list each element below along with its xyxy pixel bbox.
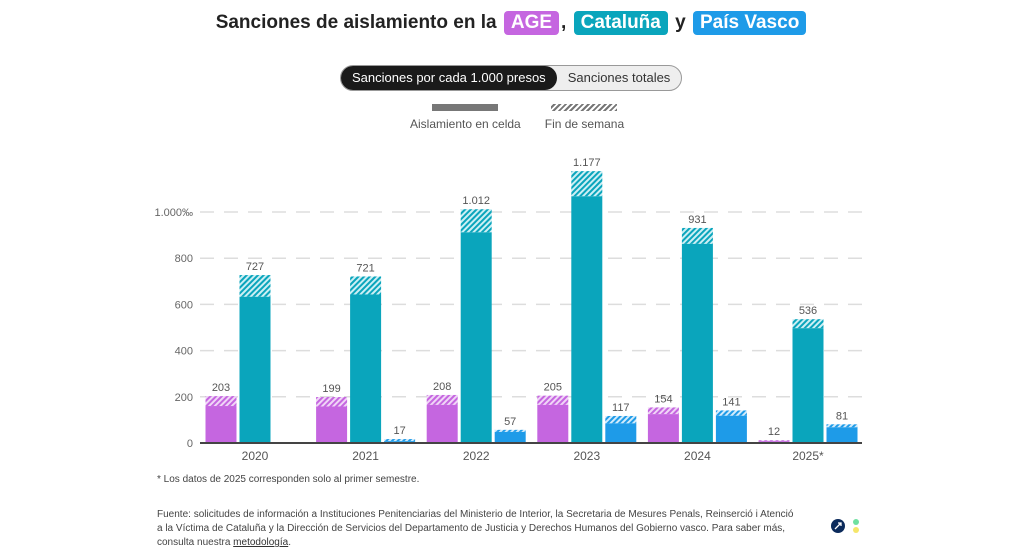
x-tick-label: 2023 [573, 449, 600, 463]
bar-weekend-País Vasco [494, 429, 526, 432]
legend-solid-swatch [432, 104, 499, 111]
data-label: 117 [612, 402, 630, 414]
bar-weekend-País Vasco [384, 439, 416, 442]
source-end: . [288, 537, 291, 548]
bar-cell-AGE [537, 404, 569, 443]
data-label: 205 [544, 382, 562, 394]
bar-cell-Cataluña [460, 232, 492, 443]
tag-age: AGE [503, 11, 560, 35]
bar-weekend-Cataluña [792, 319, 824, 329]
chart-title: Sanciones de aislamiento en la AGE, Cata… [0, 11, 1024, 35]
bar-weekend-País Vasco [826, 424, 858, 428]
x-tick-label: 2024 [684, 449, 711, 463]
bar-cell-AGE [316, 406, 348, 443]
y-tick-label: 1.000‰ [154, 207, 193, 219]
bar-weekend-Cataluña [239, 275, 271, 297]
bar-weekend-Cataluña [350, 276, 382, 295]
bar-cell-País Vasco [715, 415, 747, 443]
data-label: 203 [212, 382, 230, 394]
title-and: y [675, 12, 686, 33]
y-tick-label: 600 [175, 299, 193, 311]
bar-weekend-País Vasco [715, 410, 747, 416]
x-tick-label: 2021 [352, 449, 379, 463]
legend: Aislamiento en celda Fin de semana [410, 104, 624, 131]
data-label: 141 [722, 396, 740, 408]
bar-cell-País Vasco [494, 431, 526, 443]
methodology-link[interactable]: metodología [233, 537, 289, 548]
x-tick-label: 2025* [792, 449, 824, 463]
legend-solid: Aislamiento en celda [410, 104, 521, 131]
bar-weekend-País Vasco [605, 415, 637, 424]
bar-cell-AGE [647, 414, 679, 443]
y-tick-label: 400 [175, 346, 193, 358]
legend-hatched: Fin de semana [545, 104, 624, 131]
bar-weekend-AGE [316, 397, 348, 407]
bar-weekend-Cataluña [681, 227, 713, 244]
source-body: Fuente: solicitudes de información a Ins… [157, 509, 794, 548]
bar-weekend-Cataluña [571, 171, 603, 197]
data-label: 81 [836, 410, 848, 422]
footnote: * Los datos de 2025 corresponden solo al… [157, 474, 420, 485]
bar-weekend-AGE [647, 407, 679, 415]
x-tick-label: 2022 [463, 449, 490, 463]
data-label: 208 [433, 381, 451, 393]
data-label: 12 [768, 426, 780, 438]
tag-cataluna: Cataluña [573, 11, 668, 35]
data-label: 154 [654, 393, 672, 405]
bar-cell-País Vasco [605, 423, 637, 443]
data-label: 721 [356, 262, 374, 274]
bar-weekend-AGE [426, 394, 458, 405]
footer-icons [830, 518, 860, 543]
title-text: Sanciones de aislamiento en la [215, 12, 497, 33]
bar-cell-AGE [205, 406, 237, 443]
toggle-per-1000[interactable]: Sanciones por cada 1.000 presos [341, 66, 557, 90]
bar-cell-Cataluña [681, 243, 713, 443]
data-label: 1.177 [573, 157, 601, 169]
legend-solid-label: Aislamiento en celda [410, 117, 521, 131]
tag-pais-vasco: País Vasco [693, 11, 807, 35]
bar-cell-Cataluña [571, 196, 603, 443]
source-text: Fuente: solicitudes de información a Ins… [157, 508, 797, 550]
bar-cell-País Vasco [826, 427, 858, 443]
bar-weekend-AGE [758, 440, 790, 442]
legend-hatched-swatch [551, 104, 618, 111]
y-tick-label: 800 [175, 253, 193, 265]
bar-cell-Cataluña [792, 328, 824, 443]
bar-weekend-Cataluña [460, 209, 492, 233]
share-icon[interactable] [830, 518, 860, 538]
y-tick-label: 200 [175, 392, 193, 404]
bar-cell-AGE [426, 404, 458, 443]
data-label: 199 [322, 383, 340, 395]
x-tick-label: 2020 [242, 449, 269, 463]
metric-toggle[interactable]: Sanciones por cada 1.000 presos Sancione… [340, 65, 683, 91]
title-sep: , [561, 12, 567, 33]
data-label: 536 [799, 305, 817, 317]
data-label: 1.012 [462, 195, 490, 207]
toggle-totales[interactable]: Sanciones totales [567, 70, 671, 85]
bar-chart: 0 200 400 600 800 1.000‰ 203 727 2020 199 721 17 202… [154, 157, 862, 463]
data-label: 931 [688, 214, 706, 226]
legend-hatched-label: Fin de semana [544, 117, 625, 131]
data-label: 727 [246, 261, 264, 273]
bar-weekend-AGE [537, 395, 569, 405]
data-label: 57 [504, 416, 516, 428]
bar-weekend-AGE [205, 396, 237, 407]
y-tick-label: 0 [187, 438, 193, 450]
data-label: 17 [393, 425, 405, 437]
bar-cell-Cataluña [239, 296, 271, 443]
bar-cell-Cataluña [350, 294, 382, 443]
